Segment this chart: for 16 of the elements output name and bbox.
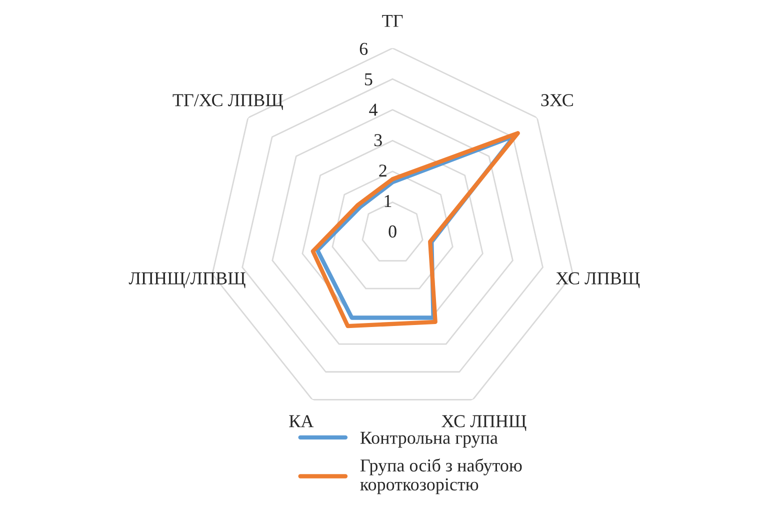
y-tick-label: 5: [364, 73, 372, 86]
y-tick-label: 2: [379, 164, 386, 177]
spoke-label: КА: [289, 415, 314, 428]
spoke-label: ЗХС: [541, 94, 573, 106]
spoke-label: ТГ: [382, 14, 403, 27]
y-tick-label: 0: [388, 225, 396, 238]
y-tick-label: 1: [384, 195, 392, 207]
spoke-label: ХС ЛПВЩ: [556, 272, 640, 288]
legend-label: Контрольна група: [360, 432, 498, 448]
y-tick-label: 6: [360, 42, 368, 55]
y-tick-label: 4: [369, 104, 378, 116]
spoke-label: ЛПНЩ/ЛПВЩ: [128, 272, 246, 288]
legend-label: Група осіб з набутою короткозорістю: [360, 458, 522, 494]
spoke-label: ХС ЛПНЩ: [442, 415, 526, 431]
y-tick-label: 3: [374, 134, 382, 146]
spoke-label: ТГ/ХС ЛПВЩ: [172, 94, 283, 110]
